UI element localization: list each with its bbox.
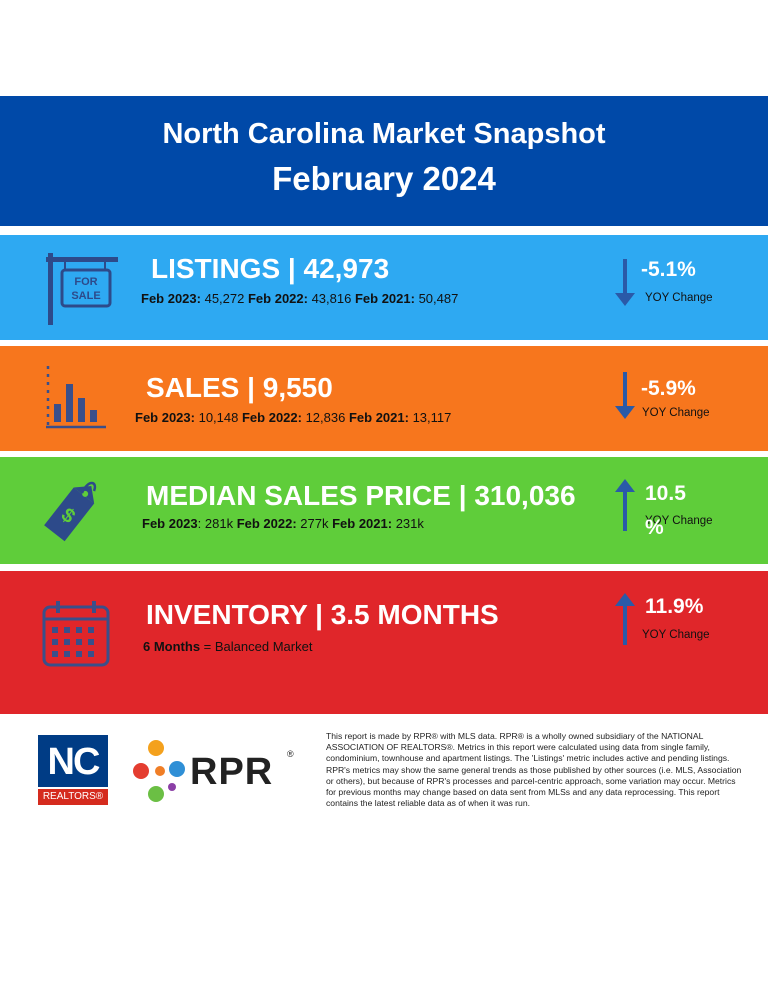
inventory-section: INVENTORY | 3.5 MONTHS 6 Months = Balanc… (0, 571, 768, 714)
inventory-change-label: YOY Change (642, 629, 710, 641)
inventory-title: INVENTORY | 3.5 MONTHS (146, 599, 499, 630)
listings-history: Feb 2023: 45,272 Feb 2022: 43,816 Feb 20… (141, 291, 459, 306)
sales-history: Feb 2023: 10,148 Feb 2022: 12,836 Feb 20… (135, 410, 452, 425)
listings-title: LISTINGS | 42,973 (151, 253, 390, 284)
arrow-down-icon (615, 259, 635, 306)
listings-change-label: YOY Change (645, 292, 713, 304)
rpr-logo: RPR ® (132, 735, 302, 807)
listings-section: FOR SALE LISTINGS | 42,973 Feb 2023: 45,… (0, 235, 768, 340)
price-tag-icon: $ (44, 481, 97, 542)
sales-section: SALES | 9,550 Feb 2023: 10,148 Feb 2022:… (0, 346, 768, 451)
bar-chart-icon (46, 366, 106, 429)
calendar-icon (42, 601, 110, 667)
median-price-history: Feb 2023: 281k Feb 2022: 277k Feb 2021: … (142, 516, 424, 531)
median-price-change-wrap: % (645, 516, 664, 539)
inventory-note: 6 Months = Balanced Market (143, 639, 313, 654)
inventory-change: 11.9% (645, 595, 704, 618)
report-title: North Carolina Market Snapshot (162, 118, 606, 150)
median-price-section: $ MEDIAN SALES PRICE | 310,036 Feb 2023:… (0, 457, 768, 564)
svg-text:SALE: SALE (71, 290, 100, 302)
listings-change: -5.1% (641, 258, 696, 281)
sales-title: SALES | 9,550 (146, 372, 333, 403)
arrow-down-icon (615, 372, 635, 419)
arrow-up-icon (615, 479, 635, 531)
median-price-change: 10.5 (645, 482, 686, 505)
arrow-up-icon (615, 593, 635, 645)
median-price-change-label: YOY Change (645, 515, 713, 527)
sales-change: -5.9% (641, 377, 696, 400)
header-banner: North Carolina Market Snapshot February … (0, 96, 768, 226)
sales-change-label: YOY Change (642, 407, 710, 419)
for-sale-sign-icon: FOR SALE (46, 253, 118, 325)
svg-text:FOR: FOR (74, 276, 97, 288)
nc-realtors-logo: NC REALTORS® (38, 735, 108, 805)
disclaimer-text: This report is made by RPR® with MLS dat… (326, 731, 742, 809)
median-price-title: MEDIAN SALES PRICE | 310,036 (146, 480, 576, 511)
rpr-dots-icon (133, 740, 185, 802)
report-subtitle: February 2024 (272, 160, 496, 197)
